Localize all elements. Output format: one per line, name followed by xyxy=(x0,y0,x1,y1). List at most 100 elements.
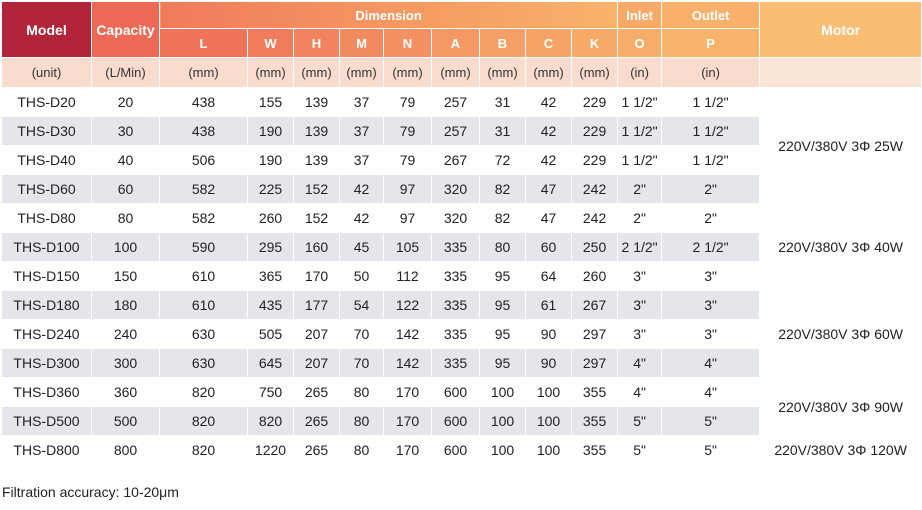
dimension-cell: 155 xyxy=(247,87,294,117)
dimension-cell: 355 xyxy=(570,377,619,407)
dimension-cell: 95 xyxy=(479,319,526,349)
outlet-cell: 1 1/2" xyxy=(661,145,761,175)
dimension-cell: 47 xyxy=(525,203,572,233)
dimension-cell: 600 xyxy=(431,377,480,407)
dimension-cell: 142 xyxy=(383,319,432,349)
dimension-cell: 54 xyxy=(339,290,384,320)
dimension-cell: 100 xyxy=(479,377,526,407)
dimension-cell: 190 xyxy=(247,145,294,175)
dimension-cell: 42 xyxy=(339,203,384,233)
dimension-cell: 42 xyxy=(525,87,572,117)
header-dimension: Dimension xyxy=(158,1,619,29)
inlet-cell: 1 1/2" xyxy=(617,87,663,117)
dimension-cell: 207 xyxy=(293,319,340,349)
dimension-cell: 610 xyxy=(159,261,248,291)
dimension-cell: 190 xyxy=(247,116,294,146)
capacity-cell: 20 xyxy=(91,87,160,117)
motor-cell: 220V/380V 3Φ 90W xyxy=(759,377,922,436)
inlet-cell: 2" xyxy=(617,203,663,233)
model-cell: THS-D240 xyxy=(1,319,92,349)
dimension-cell: 70 xyxy=(339,319,384,349)
dimension-cell: 105 xyxy=(383,232,432,262)
model-cell: THS-D300 xyxy=(1,348,92,378)
unit-dim: (mm) xyxy=(293,57,340,88)
dimension-cell: 139 xyxy=(293,145,340,175)
capacity-cell: 180 xyxy=(91,290,160,320)
dimension-cell: 610 xyxy=(159,290,248,320)
inlet-cell: 4" xyxy=(617,348,663,378)
dimension-cell: 47 xyxy=(525,174,572,204)
capacity-cell: 500 xyxy=(91,406,160,436)
inlet-cell: 3" xyxy=(617,290,663,320)
inlet-cell: 3" xyxy=(617,261,663,291)
table-row: THS-D800 800 820 1220 265 80 170 600 100 100 355 5"… xyxy=(1,435,922,465)
outlet-cell: 3" xyxy=(661,319,761,349)
table-row: THS-D30 30 438 190 139 37 79 257 31 42 229 1 1/2" 1 … xyxy=(1,116,922,146)
dimension-cell: 100 xyxy=(525,435,572,465)
unit-dim: (mm) xyxy=(431,57,480,88)
unit-dim: (mm) xyxy=(159,57,248,88)
table-row: THS-D100 100 590 295 160 45 105 335 80 60 250 2 1/2… xyxy=(1,232,922,262)
dimension-cell: 90 xyxy=(525,348,572,378)
motor-cell: 220V/380V 3Φ 60W xyxy=(759,290,922,378)
dimension-cell: 505 xyxy=(247,319,294,349)
dimension-cell: 257 xyxy=(431,87,480,117)
header-dim-l: L xyxy=(159,28,248,58)
dimension-cell: 64 xyxy=(525,261,572,291)
dimension-cell: 170 xyxy=(293,261,340,291)
header-dim-m: M xyxy=(339,28,384,58)
header-motor: Motor xyxy=(759,1,922,58)
dimension-cell: 95 xyxy=(479,290,526,320)
dimension-cell: 260 xyxy=(247,203,294,233)
dimension-cell: 242 xyxy=(570,203,619,233)
dimension-cell: 95 xyxy=(479,348,526,378)
unit-dim: (mm) xyxy=(570,57,619,88)
header-capacity: Capacity xyxy=(91,1,160,58)
outlet-cell: 1 1/2" xyxy=(661,87,761,117)
dimension-cell: 142 xyxy=(383,348,432,378)
inlet-cell: 2" xyxy=(617,174,663,204)
dimension-cell: 630 xyxy=(159,319,248,349)
header-model: Model xyxy=(1,1,92,58)
capacity-cell: 40 xyxy=(91,145,160,175)
capacity-cell: 300 xyxy=(91,348,160,378)
filtration-note: Filtration accuracy: 10-20μm xyxy=(2,484,179,500)
dimension-cell: 31 xyxy=(479,116,526,146)
unit-capacity: (L/Min) xyxy=(91,57,160,88)
outlet-cell: 2 1/2" xyxy=(661,232,761,262)
table-row: THS-D360 360 820 750 265 80 170 600 100 100 355 4" 4… xyxy=(1,377,922,436)
outlet-cell: 2" xyxy=(661,174,761,204)
dimension-cell: 260 xyxy=(570,261,619,291)
dimension-cell: 50 xyxy=(339,261,384,291)
capacity-cell: 80 xyxy=(91,203,160,233)
dimension-cell: 820 xyxy=(159,406,248,436)
unit-dim: (mm) xyxy=(339,57,384,88)
capacity-cell: 360 xyxy=(91,377,160,407)
dimension-cell: 582 xyxy=(159,203,248,233)
units-row: (unit) (L/Min) (mm) (mm) (mm) (mm) (mm) … xyxy=(1,57,922,88)
dimension-cell: 112 xyxy=(383,261,432,291)
data-body: THS-D20 20 438 155 139 37 79 257 31 42 229 1 1/2" 1 … xyxy=(1,87,922,465)
dimension-cell: 80 xyxy=(339,377,384,407)
dimension-cell: 207 xyxy=(293,348,340,378)
outlet-cell: 3" xyxy=(661,290,761,320)
unit-outlet: (in) xyxy=(661,57,761,88)
dimension-cell: 365 xyxy=(247,261,294,291)
dimension-cell: 506 xyxy=(159,145,248,175)
inlet-cell: 5" xyxy=(617,406,663,436)
table-row: THS-D40 40 506 190 139 37 79 267 72 42 229 1 1/2" 1 … xyxy=(1,145,922,175)
dimension-cell: 438 xyxy=(159,116,248,146)
model-cell: THS-D150 xyxy=(1,261,92,291)
dimension-cell: 95 xyxy=(479,261,526,291)
header-dim-b: B xyxy=(479,28,526,58)
dimension-cell: 60 xyxy=(525,232,572,262)
header-inlet: Inlet xyxy=(617,1,663,29)
dimension-cell: 37 xyxy=(339,116,384,146)
model-cell: THS-D60 xyxy=(1,174,92,204)
table-row: THS-D60 60 582 225 152 42 97 320 82 47 242 2" 2" xyxy=(1,174,922,204)
header-inlet-o: O xyxy=(617,28,663,58)
capacity-cell: 800 xyxy=(91,435,160,465)
dimension-cell: 582 xyxy=(159,174,248,204)
dimension-cell: 79 xyxy=(383,116,432,146)
dimension-cell: 100 xyxy=(525,377,572,407)
